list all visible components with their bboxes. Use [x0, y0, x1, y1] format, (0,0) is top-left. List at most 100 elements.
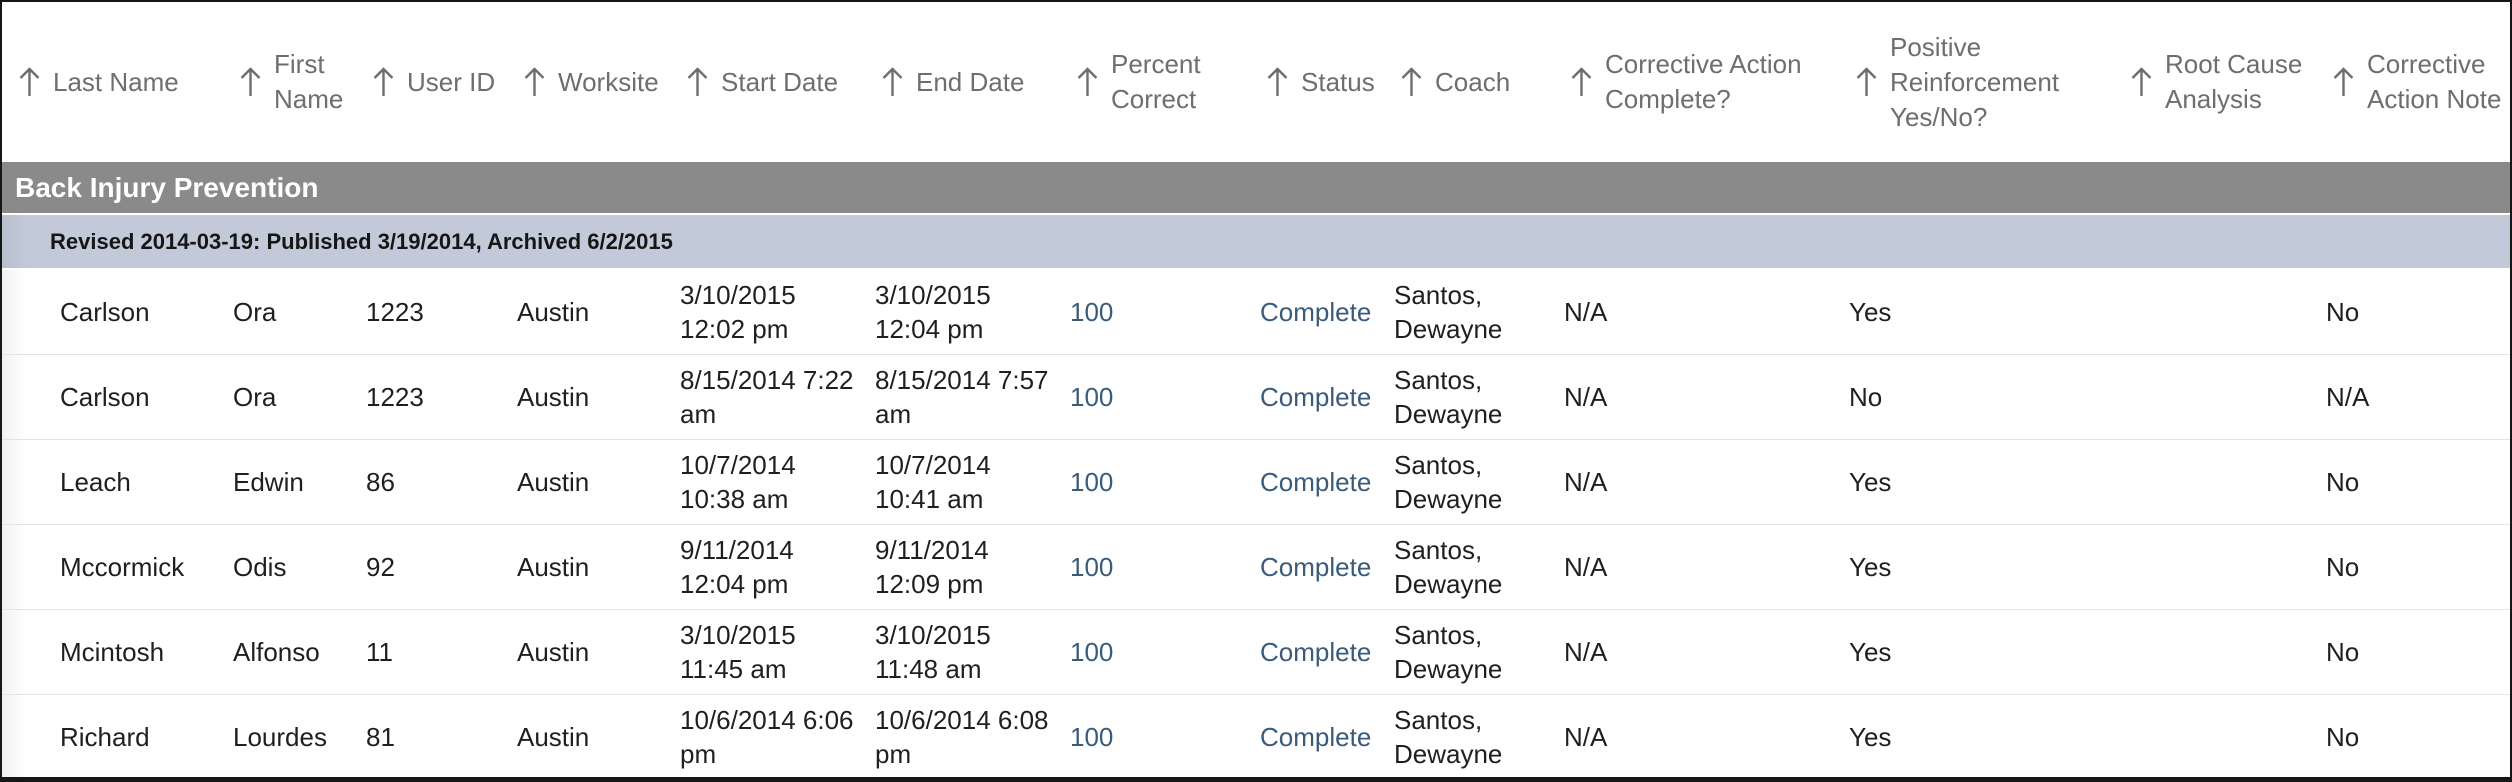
cell-positive_reinforcement: No: [1839, 353, 2114, 439]
sort-ascending-icon: [2330, 64, 2357, 100]
status-link[interactable]: Complete: [1260, 721, 1372, 752]
cell-status: Complete: [1250, 353, 1384, 439]
cell-percent_correct: 100: [1060, 693, 1250, 777]
cell-start_date: 8/15/2014 7:22 am: [670, 353, 865, 439]
cell-corrective_action_complete: N/A: [1554, 269, 1839, 354]
cell-start_date: 10/7/2014 10:38 am: [670, 438, 865, 524]
column-label-root_cause_analysis: Root Cause Analysis: [2165, 49, 2303, 114]
column-header-status[interactable]: Status: [1250, 2, 1384, 162]
column-header-last_name[interactable]: Last Name: [2, 2, 223, 162]
sort-ascending-icon: [237, 64, 264, 100]
column-label-first_name: First Name: [274, 49, 344, 114]
percent_correct-link[interactable]: 100: [1070, 296, 1114, 327]
cell-positive_reinforcement: Yes: [1839, 269, 2114, 354]
cell-percent_correct: 100: [1060, 608, 1250, 694]
cell-last_name: Mccormick: [2, 523, 223, 609]
sort-ascending-icon: [1264, 64, 1291, 100]
column-header-user_id[interactable]: User ID: [356, 2, 507, 162]
status-link[interactable]: Complete: [1260, 296, 1372, 327]
sort-ascending-icon: [1074, 64, 1101, 100]
revision-note: Revised 2014-03-19: Published 3/19/2014,…: [2, 213, 2510, 270]
cell-end_date: 9/11/2014 12:09 pm: [865, 523, 1060, 609]
cell-last_name: Richard: [2, 693, 223, 777]
cell-root_cause_analysis: [2114, 438, 2316, 524]
cell-corrective_action_complete: N/A: [1554, 353, 1839, 439]
cell-coach: Santos, Dewayne: [1384, 608, 1554, 694]
table-row: Mccormick Odis 92 Austin 9/11/2014 12:04 pm 9…: [2, 523, 2510, 609]
table-row: Richard Lourdes 81 Austin 10/6/2014 6:06 pm 1…: [2, 693, 2510, 777]
sort-ascending-icon: [16, 64, 43, 100]
cell-root_cause_analysis: [2114, 269, 2316, 354]
cell-first_name: Ora: [223, 269, 356, 354]
status-link[interactable]: Complete: [1260, 636, 1372, 667]
column-header-worksite[interactable]: Worksite: [507, 2, 670, 162]
cell-root_cause_analysis: [2114, 608, 2316, 694]
status-link[interactable]: Complete: [1260, 381, 1372, 412]
column-header-end_date[interactable]: End Date: [865, 2, 1060, 162]
cell-start_date: 3/10/2015 12:02 pm: [670, 269, 865, 354]
cell-start_date: 3/10/2015 11:45 am: [670, 608, 865, 694]
column-header-corrective_action_note[interactable]: Corrective Action Note: [2316, 2, 2510, 162]
table-row: Carlson Ora 1223 Austin 8/15/2014 7:22 am 8/1…: [2, 353, 2510, 439]
column-label-last_name: Last Name: [53, 66, 179, 97]
cell-root_cause_analysis: [2114, 353, 2316, 439]
percent_correct-link[interactable]: 100: [1070, 466, 1114, 497]
table-row: Mcintosh Alfonso 11 Austin 3/10/2015 11:45 a…: [2, 608, 2510, 694]
cell-coach: Santos, Dewayne: [1384, 353, 1554, 439]
percent_correct-link[interactable]: 100: [1070, 721, 1114, 752]
cell-corrective_action_complete: N/A: [1554, 438, 1839, 524]
percent_correct-link[interactable]: 100: [1070, 636, 1114, 667]
cell-user_id: 81: [356, 693, 507, 777]
cell-worksite: Austin: [507, 353, 670, 439]
table-header: Last Name First Name User ID Worksite Start …: [2, 2, 2510, 162]
column-header-first_name[interactable]: First Name: [223, 2, 356, 162]
cell-first_name: Odis: [223, 523, 356, 609]
percent_correct-link[interactable]: 100: [1070, 381, 1114, 412]
cell-end_date: 10/6/2014 6:08 pm: [865, 693, 1060, 777]
column-label-corrective_action_note: Corrective Action Note: [2367, 49, 2502, 114]
cell-status: Complete: [1250, 438, 1384, 524]
column-label-status: Status: [1301, 66, 1375, 97]
cell-last_name: Carlson: [2, 353, 223, 439]
cell-positive_reinforcement: Yes: [1839, 608, 2114, 694]
cell-user_id: 1223: [356, 353, 507, 439]
percent_correct-link[interactable]: 100: [1070, 551, 1114, 582]
sort-ascending-icon: [684, 64, 711, 100]
cell-status: Complete: [1250, 608, 1384, 694]
column-label-positive_reinforcement: Positive Reinforcement Yes/No?: [1890, 31, 2060, 132]
cell-user_id: 92: [356, 523, 507, 609]
group-header-row: Back Injury Prevention: [2, 162, 2510, 214]
cell-coach: Santos, Dewayne: [1384, 438, 1554, 524]
column-header-root_cause_analysis[interactable]: Root Cause Analysis: [2114, 2, 2316, 162]
cell-corrective_action_complete: N/A: [1554, 693, 1839, 777]
sort-ascending-icon: [521, 64, 548, 100]
cell-start_date: 9/11/2014 12:04 pm: [670, 523, 865, 609]
column-header-percent_correct[interactable]: Percent Correct: [1060, 2, 1250, 162]
cell-worksite: Austin: [507, 438, 670, 524]
cell-corrective_action_note: No: [2316, 608, 2510, 694]
column-header-corrective_action_complete[interactable]: Corrective Action Complete?: [1554, 2, 1839, 162]
column-label-percent_correct: Percent Correct: [1111, 49, 1201, 114]
sort-ascending-icon: [1398, 64, 1425, 100]
cell-percent_correct: 100: [1060, 353, 1250, 439]
cell-first_name: Lourdes: [223, 693, 356, 777]
sort-ascending-icon: [1853, 64, 1880, 100]
cell-positive_reinforcement: Yes: [1839, 438, 2114, 524]
cell-user_id: 11: [356, 608, 507, 694]
column-label-coach: Coach: [1435, 66, 1511, 97]
cell-corrective_action_note: No: [2316, 269, 2510, 354]
status-link[interactable]: Complete: [1260, 466, 1372, 497]
cell-status: Complete: [1250, 693, 1384, 777]
cell-last_name: Carlson: [2, 269, 223, 354]
column-header-coach[interactable]: Coach: [1384, 2, 1554, 162]
cell-last_name: Leach: [2, 438, 223, 524]
status-link[interactable]: Complete: [1260, 551, 1372, 582]
cell-corrective_action_note: No: [2316, 523, 2510, 609]
column-header-start_date[interactable]: Start Date: [670, 2, 865, 162]
cell-corrective_action_note: N/A: [2316, 353, 2510, 439]
column-header-positive_reinforcement[interactable]: Positive Reinforcement Yes/No?: [1839, 2, 2114, 162]
cell-user_id: 86: [356, 438, 507, 524]
cell-worksite: Austin: [507, 523, 670, 609]
cell-last_name: Mcintosh: [2, 608, 223, 694]
